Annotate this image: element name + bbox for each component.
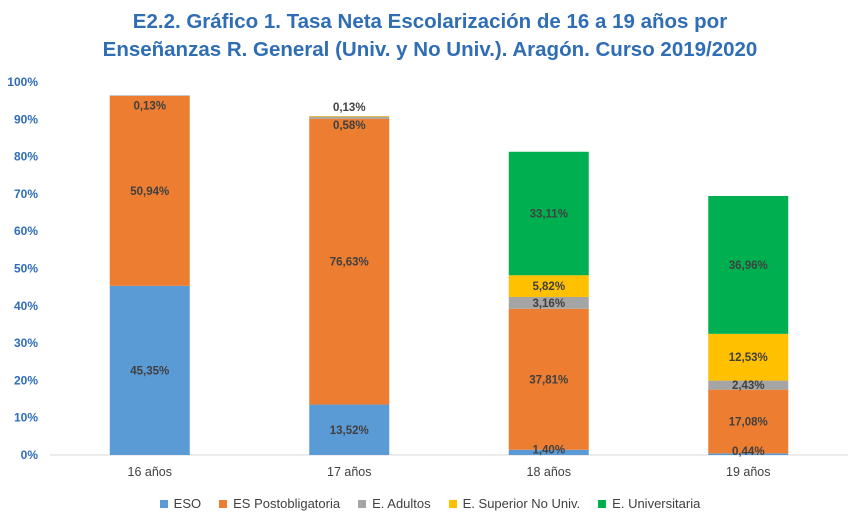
bar-segment <box>109 95 190 286</box>
chart-legend: ESO ES Postobligatoria E. Adultos E. Superi… <box>0 496 860 511</box>
y-tick-label: 90% <box>14 112 38 126</box>
bar-segment <box>508 308 589 450</box>
y-tick-label: 30% <box>14 336 38 350</box>
legend-item: ES Postobligatoria <box>219 496 340 511</box>
data-label: 1,40% <box>532 444 565 456</box>
legend-label: E. Universitaria <box>612 496 701 511</box>
legend-swatch <box>598 499 607 508</box>
x-tick-label: 16 años <box>128 465 172 479</box>
bar-segment <box>309 118 390 405</box>
data-label: 0,44% <box>732 446 765 458</box>
y-tick-label: 0% <box>21 448 39 462</box>
legend-swatch <box>159 499 168 508</box>
bar-segment <box>109 285 190 455</box>
y-tick-label: 10% <box>14 411 38 425</box>
data-label: 76,63% <box>330 257 369 269</box>
y-tick-label: 50% <box>14 262 38 276</box>
legend-label: E. Adultos <box>372 496 431 511</box>
data-label: 45,35% <box>130 365 169 377</box>
legend-swatch <box>448 499 457 508</box>
bar-segment <box>309 116 390 119</box>
chart-title-line-1: E2.2. Gráfico 1. Tasa Neta Escolarizació… <box>132 10 728 33</box>
bar-segment <box>309 116 390 117</box>
bar-segment <box>708 453 789 455</box>
y-tick-label: 70% <box>14 187 38 201</box>
data-label: 50,94% <box>130 186 169 198</box>
legend-item: E. Adultos <box>358 496 431 511</box>
y-tick-label: 80% <box>14 150 38 164</box>
legend-item: ESO <box>159 496 202 511</box>
bar-segment <box>708 195 789 334</box>
bar-segment <box>708 389 789 454</box>
legend-label: ESO <box>173 496 202 511</box>
y-tick-label: 100% <box>7 75 38 89</box>
legend-swatch <box>358 499 367 508</box>
legend-item: E. Superior No Univ. <box>448 496 581 511</box>
data-label: 3,16% <box>532 298 565 310</box>
legend-label: E. Superior No Univ. <box>462 496 581 511</box>
data-label: 13,52% <box>330 425 369 437</box>
data-label: 36,96% <box>729 260 768 272</box>
bar-segment <box>708 380 789 390</box>
bar-segment <box>508 275 589 297</box>
legend-label: ES Postobligatoria <box>233 496 341 511</box>
bar-segment <box>508 449 589 455</box>
x-tick-label: 19 años <box>726 465 770 479</box>
x-tick-label: 18 años <box>527 465 571 479</box>
data-label: 2,43% <box>732 380 765 392</box>
bar-segment <box>309 404 390 455</box>
y-tick-label: 60% <box>14 224 38 238</box>
data-label: 0,58% <box>333 120 366 132</box>
data-label: 12,53% <box>729 352 768 364</box>
y-tick-label: 40% <box>14 299 38 313</box>
data-label: 17,08% <box>729 417 768 429</box>
bar-segment <box>508 151 589 276</box>
x-tick-label: 17 años <box>327 465 371 479</box>
chart-title-line-2: Enseñanzas R. General (Univ. y No Univ.)… <box>102 38 758 61</box>
chart-title: E2.2. Gráfico 1. Tasa Neta Escolarizació… <box>0 8 860 64</box>
y-tick-label: 20% <box>14 373 38 387</box>
data-label: 37,81% <box>529 374 568 386</box>
bar-segment <box>109 95 190 96</box>
data-label: 0,13% <box>333 102 366 114</box>
bar-segment <box>508 296 589 309</box>
data-label: 33,11% <box>530 209 568 221</box>
data-label: 0,13% <box>133 100 166 112</box>
legend-swatch <box>219 499 228 508</box>
legend-item: E. Universitaria <box>598 496 700 511</box>
data-label: 5,82% <box>532 281 565 293</box>
bar-segment <box>708 333 789 381</box>
